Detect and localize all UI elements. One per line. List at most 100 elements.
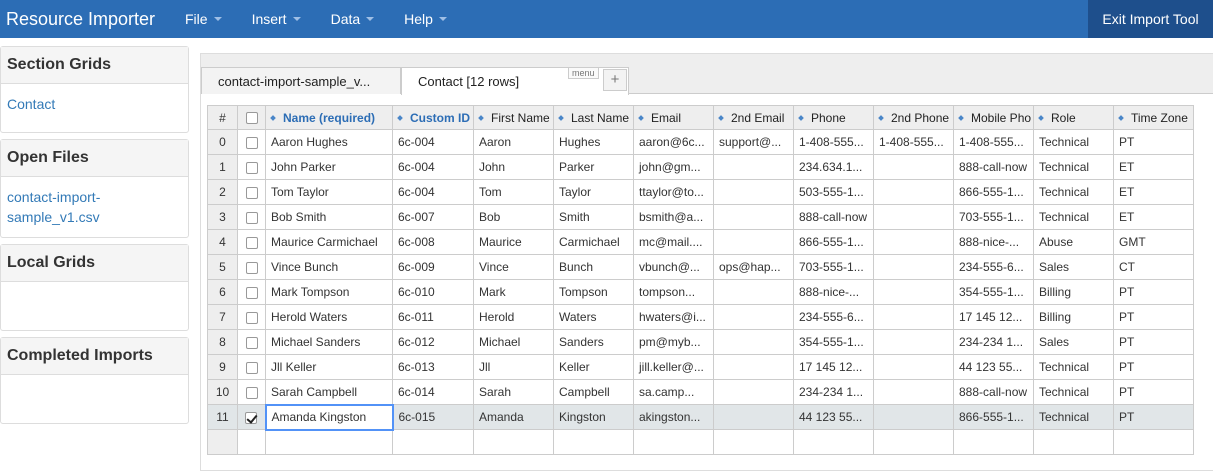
column-header[interactable]: First Name: [473, 105, 554, 130]
grid-cell[interactable]: [873, 279, 954, 305]
panel-link[interactable]: Contact: [7, 96, 56, 112]
grid-cell[interactable]: Sales: [1033, 254, 1114, 280]
grid-cell[interactable]: Maurice Carmichael: [265, 229, 393, 255]
column-header[interactable]: Custom ID: [392, 105, 474, 130]
grid-cell[interactable]: 6c-009: [392, 254, 474, 280]
grid-cell[interactable]: PT: [1113, 354, 1194, 380]
grid-cell[interactable]: 234-234 1...: [793, 379, 874, 405]
grid-cell[interactable]: Michael Sanders: [265, 329, 393, 355]
grid-cell[interactable]: Technical: [1033, 154, 1114, 180]
grid-cell[interactable]: Carmichael: [553, 229, 634, 255]
column-header[interactable]: Last Name: [553, 105, 634, 130]
grid-cell[interactable]: vbunch@...: [633, 254, 714, 280]
grid-cell[interactable]: [713, 179, 794, 205]
grid-cell[interactable]: GMT: [1113, 229, 1194, 255]
checkbox[interactable]: [245, 261, 258, 274]
column-header[interactable]: Role: [1033, 105, 1114, 130]
grid-cell[interactable]: john@gm...: [633, 154, 714, 180]
menu-item[interactable]: Insert: [252, 11, 301, 27]
grid-cell[interactable]: Mark: [473, 279, 554, 305]
grid-cell[interactable]: Michael: [473, 329, 554, 355]
grid-cell[interactable]: Technical: [1033, 179, 1114, 205]
add-tab[interactable]: +: [603, 69, 627, 91]
grid-cell[interactable]: [873, 404, 954, 430]
checkbox[interactable]: [245, 161, 258, 174]
grid-cell[interactable]: 6c-010: [392, 279, 474, 305]
grid-cell[interactable]: sa.camp...: [633, 379, 714, 405]
grid-cell[interactable]: Jll: [473, 354, 554, 380]
grid-cell[interactable]: 6c-012: [392, 329, 474, 355]
grid-cell[interactable]: hwaters@i...: [633, 304, 714, 330]
grid-cell[interactable]: Waters: [553, 304, 634, 330]
grid-cell[interactable]: Tom: [473, 179, 554, 205]
grid-cell[interactable]: [713, 279, 794, 305]
grid-cell[interactable]: Abuse: [1033, 229, 1114, 255]
column-header[interactable]: Phone: [793, 105, 874, 130]
grid-cell[interactable]: 888-nice-...: [793, 279, 874, 305]
tab[interactable]: contact-import-sample_v...: [201, 67, 401, 94]
grid-cell[interactable]: 866-555-1...: [953, 179, 1034, 205]
grid-cell[interactable]: ET: [1113, 179, 1194, 205]
grid-cell[interactable]: akingston...: [633, 404, 714, 430]
grid-cell[interactable]: 1-408-555...: [873, 129, 954, 155]
checkbox[interactable]: [245, 361, 258, 374]
grid-cell[interactable]: 703-555-1...: [953, 204, 1034, 230]
grid-cell[interactable]: Sanders: [553, 329, 634, 355]
grid-cell[interactable]: 354-555-1...: [793, 329, 874, 355]
grid-cell[interactable]: Technical: [1033, 204, 1114, 230]
checkbox[interactable]: [245, 211, 258, 224]
grid-cell[interactable]: 234.634.1...: [793, 154, 874, 180]
grid-cell[interactable]: Billing: [1033, 304, 1114, 330]
grid-cell[interactable]: Herold Waters: [265, 304, 393, 330]
column-header[interactable]: Mobile Pho: [953, 105, 1034, 130]
grid-cell[interactable]: PT: [1113, 279, 1194, 305]
grid-cell[interactable]: 6c-013: [392, 354, 474, 380]
tab-menu[interactable]: menu: [568, 67, 599, 79]
grid-cell[interactable]: [713, 204, 794, 230]
grid-cell[interactable]: Keller: [553, 354, 634, 380]
checkbox[interactable]: [245, 311, 258, 324]
column-header[interactable]: 2nd Phone: [873, 105, 954, 130]
menu-item[interactable]: File: [185, 11, 222, 27]
grid-cell[interactable]: [713, 154, 794, 180]
grid-cell[interactable]: ttaylor@to...: [633, 179, 714, 205]
grid-cell[interactable]: Vince Bunch: [265, 254, 393, 280]
grid-cell[interactable]: [873, 179, 954, 205]
grid-cell[interactable]: Smith: [553, 204, 634, 230]
grid-cell[interactable]: Taylor: [553, 179, 634, 205]
grid-cell[interactable]: Technical: [1033, 354, 1114, 380]
grid-cell[interactable]: [713, 404, 794, 430]
grid-cell[interactable]: 6c-008: [392, 229, 474, 255]
grid-cell[interactable]: ET: [1113, 204, 1194, 230]
checkbox[interactable]: [245, 112, 258, 125]
grid-cell[interactable]: 6c-014: [392, 379, 474, 405]
grid-cell[interactable]: Amanda Kingston: [264, 403, 394, 431]
grid-cell[interactable]: [713, 379, 794, 405]
grid-cell[interactable]: 888-nice-...: [953, 229, 1034, 255]
grid-cell[interactable]: John Parker: [265, 154, 393, 180]
grid-cell[interactable]: Herold: [473, 304, 554, 330]
grid-cell[interactable]: 6c-015: [392, 404, 474, 430]
grid-cell[interactable]: Technical: [1033, 379, 1114, 405]
panel-link[interactable]: contact-import-sample_v1.csv: [7, 189, 101, 225]
grid-cell[interactable]: Bob: [473, 204, 554, 230]
grid-cell[interactable]: [873, 254, 954, 280]
grid-cell[interactable]: Amanda: [473, 404, 554, 430]
grid-cell[interactable]: 6c-004: [392, 179, 474, 205]
grid-cell[interactable]: 234-555-6...: [953, 254, 1034, 280]
grid-cell[interactable]: 1-408-555...: [953, 129, 1034, 155]
grid-cell[interactable]: John: [473, 154, 554, 180]
grid-cell[interactable]: [713, 329, 794, 355]
checkbox[interactable]: [245, 336, 258, 349]
grid-cell[interactable]: Tompson: [553, 279, 634, 305]
grid-cell[interactable]: Mark Tompson: [265, 279, 393, 305]
grid-cell[interactable]: Kingston: [553, 404, 634, 430]
grid-cell[interactable]: [713, 354, 794, 380]
grid-cell[interactable]: tompson...: [633, 279, 714, 305]
grid-cell[interactable]: aaron@6c...: [633, 129, 714, 155]
grid-cell[interactable]: Campbell: [553, 379, 634, 405]
brand[interactable]: Resource Importer: [6, 9, 156, 29]
grid-cell[interactable]: 17 145 12...: [793, 354, 874, 380]
grid-cell[interactable]: [873, 379, 954, 405]
grid-cell[interactable]: 503-555-1...: [793, 179, 874, 205]
